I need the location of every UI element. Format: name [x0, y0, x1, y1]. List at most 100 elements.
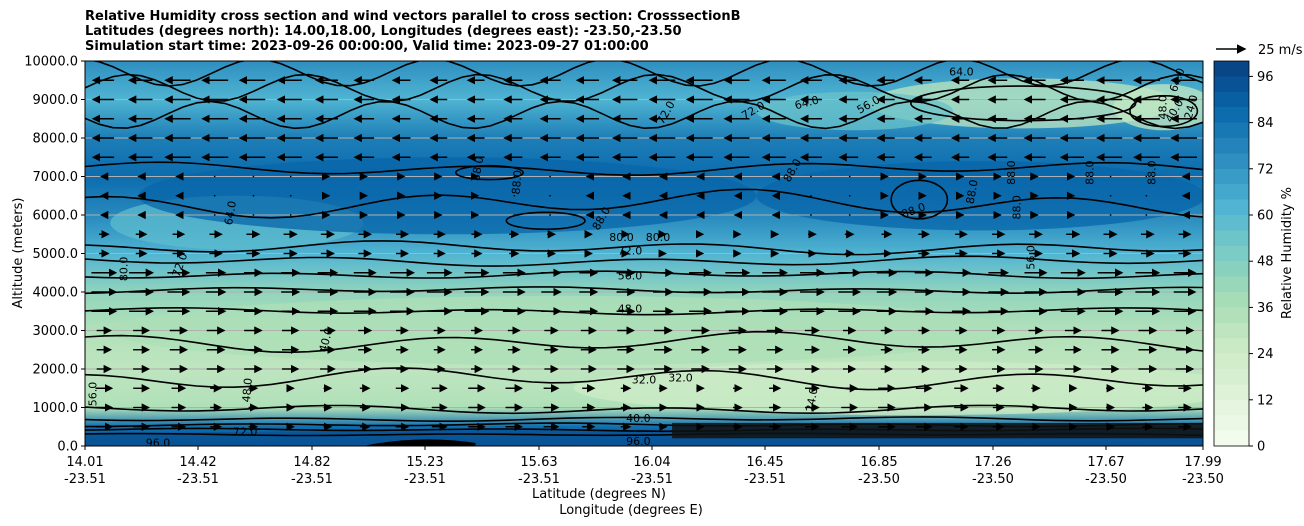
x-tick-label-lon: -23.50	[858, 472, 900, 487]
y-tick-label: 7000.0	[33, 170, 79, 185]
contour-line	[85, 306, 1203, 316]
x-tick-label-lat: 17.26	[974, 455, 1011, 470]
surface-dense-contours	[363, 439, 476, 446]
x-tick-label-lat: 16.04	[633, 455, 670, 470]
y-tick-label: 8000.0	[33, 132, 79, 147]
x-tick-label-lat: 16.45	[746, 455, 783, 470]
x-tick-label-lon: -23.50	[1085, 472, 1127, 487]
contour-label: 48.0	[240, 377, 255, 403]
colorbar-tick-label: 0	[1257, 440, 1265, 455]
contour-label: 40.0	[626, 412, 651, 425]
wind-vectors	[91, 76, 1197, 431]
contour-label: 56.0	[1025, 245, 1038, 270]
contour-line	[85, 367, 1203, 391]
colorbar-tick-label: 84	[1257, 116, 1274, 131]
colorbar-tick-label: 60	[1257, 209, 1274, 224]
colorbar-bar	[1213, 60, 1250, 447]
x-tick-label-lat: 15.23	[406, 455, 443, 470]
y-tick-label: 6000.0	[33, 209, 79, 224]
contour-line	[85, 188, 1203, 219]
x-axis: 14.01 -23.51 14.42 -23.51 14.82 -23.51 15.23 -2…	[64, 446, 1224, 487]
contour-line	[85, 330, 1203, 354]
contour-label: 96.0	[626, 435, 651, 448]
contour-label: 88.0	[1145, 160, 1158, 185]
contour-label: 24.0	[804, 387, 821, 413]
x-tick-label-lon: -23.51	[64, 472, 106, 487]
title-line-3: Simulation start time: 2023-09-26 00:00:…	[85, 39, 649, 54]
contour-label: 80.0	[609, 231, 634, 244]
x-tick-label-lat: 14.82	[293, 455, 330, 470]
contour-line	[85, 286, 1203, 295]
contour-label: 56.0	[86, 382, 99, 407]
humidity-patch	[756, 161, 1203, 231]
contour-label: 48.0	[1157, 95, 1170, 120]
closed-contour	[505, 211, 586, 231]
x-tick-label-lat: 16.85	[860, 455, 897, 470]
x-tick-label-lon: -23.51	[404, 472, 446, 487]
x-axis-label-lat: Latitude (degrees N)	[532, 487, 666, 502]
contour-label: 80.0	[117, 257, 130, 282]
contour-label: 24.0	[1182, 94, 1201, 121]
x-tick-label-lon: -23.50	[972, 472, 1014, 487]
contour-label: 80.0	[646, 231, 671, 244]
x-tick-label-lat: 14.01	[66, 455, 103, 470]
y-tick-label: 9000.0	[33, 93, 79, 108]
closed-contour	[1129, 94, 1199, 128]
x-tick-label-lat: 17.67	[1087, 455, 1124, 470]
surface-dense-contours	[672, 422, 1203, 439]
title-line-1: Relative Humidity cross section and wind…	[85, 9, 741, 24]
x-tick-label-lat: 17.99	[1184, 455, 1221, 470]
y-tick-label: 3000.0	[33, 324, 79, 339]
wind-key-label: 25 m/s	[1258, 43, 1303, 58]
x-tick-label-lon: -23.51	[177, 472, 219, 487]
contour-label: 88.0	[1084, 160, 1097, 185]
contour-label: 64.0	[949, 66, 974, 79]
closed-contour	[454, 164, 525, 181]
contour-line	[85, 255, 1203, 267]
colorbar-ticks: 0 12 24 36 48 60 72 84 96	[1249, 70, 1274, 455]
contour-line	[85, 161, 1203, 176]
y-tick-label: 1000.0	[33, 401, 79, 416]
x-tick-label-lon: -23.51	[631, 472, 673, 487]
contour-label: 88.0	[469, 156, 486, 182]
contour-lines	[85, 61, 1203, 446]
x-tick-label-lat: 14.42	[179, 455, 216, 470]
y-axis: 0.0 1000.0 2000.0 3000.0 4000.0 5000.0 6000.0 7…	[24, 55, 85, 455]
x-tick-label-lon: -23.51	[518, 472, 560, 487]
wind-key: 25 m/s	[1216, 43, 1303, 58]
x-axis-label-lon: Longitude (degrees E)	[559, 503, 703, 518]
y-tick-label: 10000.0	[24, 55, 78, 70]
contour-line	[85, 240, 1203, 256]
x-tick-label-lon: -23.50	[1182, 472, 1224, 487]
contour-label: 32.0	[668, 372, 693, 385]
y-tick-label: 2000.0	[33, 363, 79, 378]
x-tick-label-lon: -23.51	[744, 472, 786, 487]
y-tick-label: 0.0	[57, 440, 78, 455]
contour-line	[85, 73, 1203, 103]
y-tick-label: 4000.0	[33, 286, 79, 301]
colorbar-tick-label: 96	[1257, 70, 1274, 85]
contour-line	[85, 270, 1203, 280]
contour-label: 48.0	[618, 302, 643, 315]
x-tick-label-lat: 15.63	[520, 455, 557, 470]
colorbar-label: Relative Humidity %	[1280, 187, 1295, 319]
contour-label: 88.0	[1011, 195, 1024, 220]
contour-line	[85, 416, 1203, 422]
y-axis-label: Altitude (meters)	[11, 198, 26, 309]
colorbar-tick-label: 72	[1257, 162, 1274, 177]
contour-label: 96.0	[146, 437, 171, 450]
contour-label: 32.0	[632, 374, 657, 387]
contour-label: 56.0	[618, 270, 643, 283]
colorbar-tick-label: 12	[1257, 393, 1274, 408]
contour-label: 72.0	[618, 245, 643, 258]
plot-area: 64.072.080.040.048.056.072.096.088.088.0…	[85, 61, 1203, 450]
y-tick-label: 5000.0	[33, 247, 79, 262]
x-tick-label-lon: -23.51	[291, 472, 333, 487]
contour-label: 64.0	[222, 200, 239, 226]
contour-label: 40.0	[317, 326, 336, 353]
colorbar-tick-label: 36	[1257, 301, 1274, 316]
colorbar: 0 12 24 36 48 60 72 84 96 Relative Humidity %	[1213, 60, 1295, 455]
colorbar-tick-label: 24	[1257, 347, 1274, 362]
colorbar-tick-label: 48	[1257, 255, 1274, 270]
